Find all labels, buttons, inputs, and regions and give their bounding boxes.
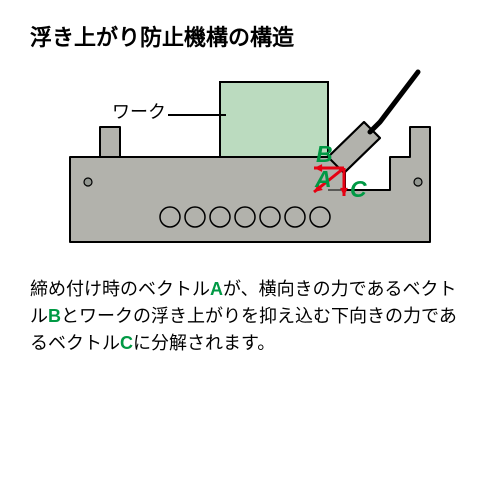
vector-ref-b: B xyxy=(48,306,61,326)
vector-label-a: A xyxy=(315,166,332,193)
vector-label-b: B xyxy=(316,141,333,168)
work-label: ワーク xyxy=(112,98,166,124)
vector-ref-a: A xyxy=(210,279,223,299)
explanation-text: 締め付け時のベクトルAが、横向きの力であるベクトルBとワークの浮き上がりを抑え込… xyxy=(30,276,470,357)
diagram-title: 浮き上がり防止機構の構造 xyxy=(30,20,470,52)
vector-label-c: C xyxy=(350,176,367,203)
work-leader-line xyxy=(168,114,226,116)
vise-diagram xyxy=(50,62,450,262)
vector-ref-c: C xyxy=(120,333,133,353)
diagram-area: ワーク B A C xyxy=(50,62,450,262)
